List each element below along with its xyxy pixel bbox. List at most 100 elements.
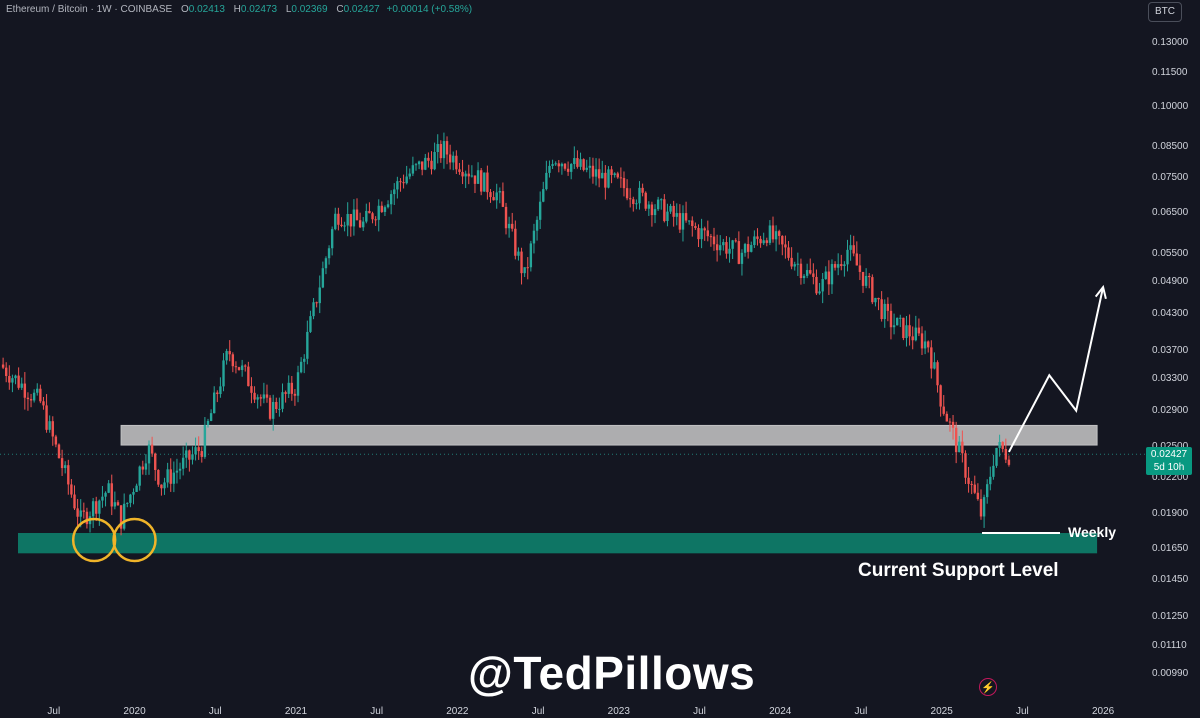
candle-163 <box>507 216 511 238</box>
candle-body <box>284 392 287 394</box>
candle-56 <box>175 458 179 484</box>
candle-body <box>368 210 371 214</box>
candle-99 <box>309 310 312 333</box>
candle-body <box>684 213 688 221</box>
candle-body <box>318 287 321 304</box>
candle-225 <box>700 218 703 249</box>
candle-body <box>445 141 449 155</box>
candle-body <box>408 173 411 177</box>
support-label: Current Support Level <box>858 560 1059 581</box>
candle-body <box>616 173 619 178</box>
candle-14 <box>45 394 48 433</box>
candle-234 <box>728 237 731 263</box>
candle-227 <box>706 220 710 242</box>
candle-body <box>976 492 980 500</box>
symbol-title[interactable]: Ethereum / Bitcoin · 1W · COINBASE <box>6 4 173 15</box>
candle-body <box>687 220 691 222</box>
candle-94 <box>293 389 297 406</box>
price-tick-label: 0.08500 <box>1152 141 1189 153</box>
support-zone <box>18 533 1098 554</box>
candle-177 <box>551 159 554 169</box>
candle-278 <box>864 268 868 289</box>
time-tick-label: 2024 <box>769 706 792 717</box>
candle-body <box>138 466 141 486</box>
candle-210 <box>653 204 657 224</box>
candle-body <box>532 230 536 244</box>
candle-body <box>715 244 719 251</box>
candle-body <box>455 155 458 170</box>
candle-237 <box>737 231 741 265</box>
candle-254 <box>790 247 793 270</box>
low-label: L <box>285 4 292 15</box>
lightning-icon[interactable]: ⚡ <box>979 678 997 696</box>
candle-body <box>389 194 393 205</box>
candle-body <box>970 483 973 485</box>
candle-223 <box>694 222 697 230</box>
candle-body <box>784 244 787 248</box>
candle-body <box>635 203 638 205</box>
candle-body <box>362 221 365 228</box>
candle-body <box>731 240 734 249</box>
projection-path <box>1008 286 1105 453</box>
candle-body <box>802 275 806 279</box>
candle-body <box>175 470 179 473</box>
candle-275 <box>855 241 859 266</box>
candle-293 <box>911 326 914 350</box>
candle-body <box>244 365 247 367</box>
candle-body <box>150 444 154 454</box>
candle-body <box>930 347 933 369</box>
open-value: 0.02413 <box>188 4 225 15</box>
candle-body <box>29 399 33 401</box>
candle-body <box>154 453 157 471</box>
price-tick-label: 0.01250 <box>1152 610 1189 622</box>
candle-body <box>458 169 461 172</box>
candle-body <box>495 192 498 201</box>
candle-body <box>843 264 846 267</box>
candle-body <box>296 372 300 396</box>
candle-270 <box>840 254 843 271</box>
time-tick-label: 2026 <box>1091 706 1115 717</box>
candle-24 <box>76 498 79 528</box>
candle-body <box>833 264 837 268</box>
candle-266 <box>827 260 831 295</box>
candle-173 <box>538 191 542 229</box>
candle-168 <box>523 267 526 278</box>
candle-70 <box>219 377 222 398</box>
candle-body <box>719 245 722 251</box>
price-tick-label: 0.02500 <box>1152 441 1188 452</box>
candle-body <box>448 154 452 163</box>
candle-body <box>144 463 148 470</box>
candle-319 <box>992 454 995 480</box>
candle-123 <box>383 205 387 216</box>
candle-body <box>290 382 294 394</box>
candle-284 <box>883 299 886 328</box>
candle-3 <box>11 374 14 393</box>
candle-314 <box>976 483 980 501</box>
candle-301 <box>936 360 939 393</box>
candle-255 <box>793 261 796 271</box>
candle-19 <box>60 449 64 476</box>
candle-5 <box>17 367 20 390</box>
candle-155 <box>483 172 486 192</box>
price-tick-label: 0.10000 <box>1152 101 1189 113</box>
candle-124 <box>386 200 390 209</box>
time-tick-label: Jul <box>370 706 384 717</box>
candle-180 <box>560 162 564 175</box>
candle-230 <box>715 234 719 262</box>
author-watermark: @TedPillows <box>468 647 756 699</box>
candle-body <box>380 205 384 212</box>
candle-308 <box>958 435 961 453</box>
candle-192 <box>597 158 601 188</box>
candle-298 <box>927 340 930 353</box>
candle-73 <box>228 340 231 362</box>
candle-277 <box>861 271 865 293</box>
candle-body <box>281 392 284 409</box>
candle-219 <box>681 205 685 242</box>
candle-300 <box>933 352 936 370</box>
currency-button[interactable]: BTC <box>1148 2 1182 22</box>
candle-body <box>439 144 443 159</box>
candle-100 <box>312 298 315 320</box>
candle-body <box>774 231 778 240</box>
candle-body <box>551 164 554 166</box>
